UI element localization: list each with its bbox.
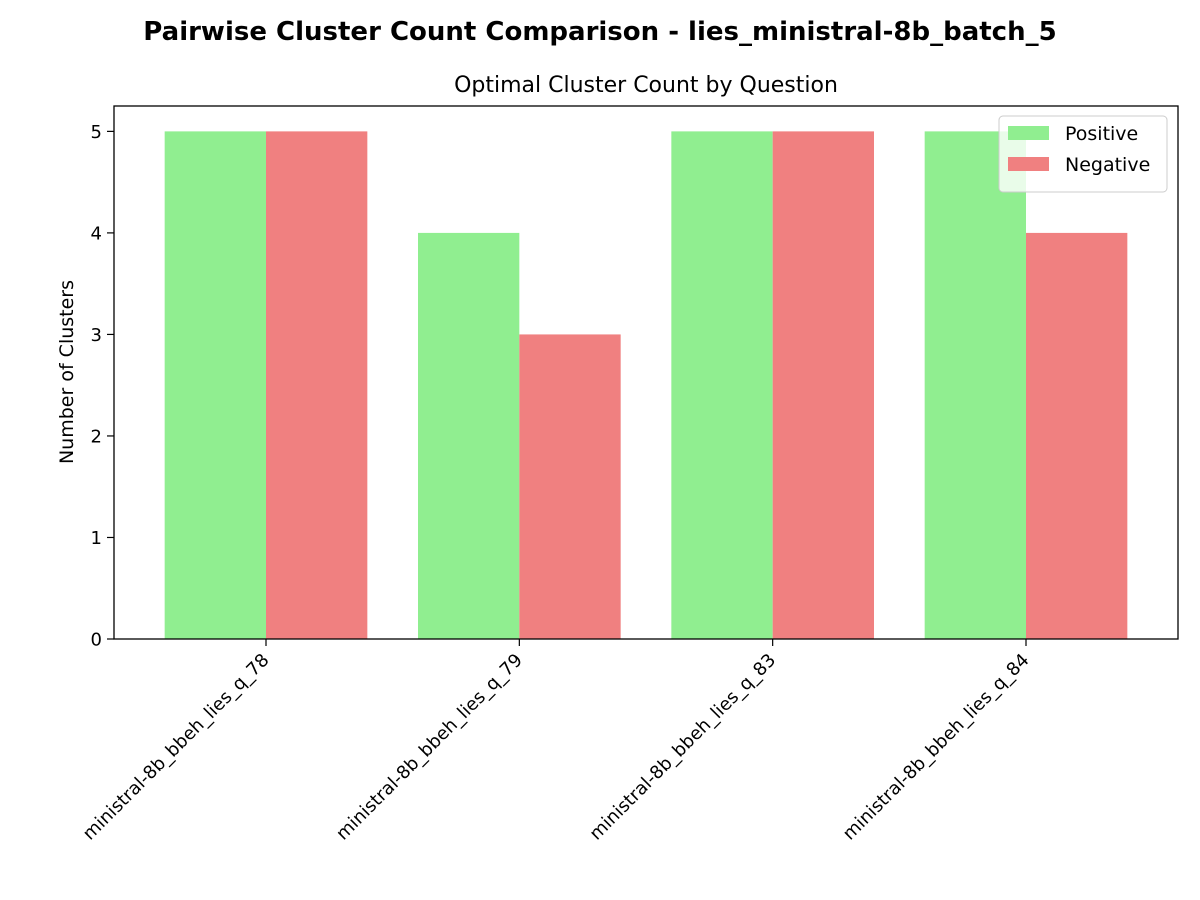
y-tick-label: 0: [91, 630, 102, 651]
bar-positive-2: [418, 232, 520, 639]
x-ticks-group: ministral-8b_bbeh_lies_q_78 ministral-8b_…: [79, 639, 1034, 844]
y-tick-label: 5: [91, 122, 102, 143]
legend-swatch-negative: [1008, 157, 1049, 171]
bar-positive-1: [164, 131, 266, 639]
bar-positive-4: [924, 131, 1026, 639]
y-tick-label: 1: [91, 528, 102, 549]
y-tick-label: 3: [91, 325, 102, 346]
legend-swatch-positive: [1008, 126, 1049, 140]
legend-label-negative: Negative: [1065, 154, 1150, 176]
bars-group: [164, 131, 1128, 639]
y-tick-label: 2: [91, 426, 102, 447]
bar-negative-2: [519, 334, 621, 639]
x-tick-label: ministral-8b_bbeh_lies_q_78: [79, 650, 274, 845]
bar-negative-1: [266, 131, 368, 639]
bar-negative-4: [1026, 232, 1128, 639]
bar-positive-3: [671, 131, 773, 639]
plot-frame: [113, 105, 1179, 640]
y-tick-label: 4: [91, 223, 102, 244]
x-tick-label: ministral-8b_bbeh_lies_q_83: [586, 650, 781, 845]
legend-label-positive: Positive: [1065, 123, 1138, 145]
chart-suptitle: Pairwise Cluster Count Comparison - lies…: [143, 17, 1056, 47]
bar-negative-3: [772, 131, 874, 639]
y-ticks-group: 0 1 2 3 4 5: [91, 122, 114, 651]
x-tick-label: ministral-8b_bbeh_lies_q_84: [839, 650, 1034, 845]
chart-title: Optimal Cluster Count by Question: [454, 73, 838, 98]
legend: Positive Negative: [998, 115, 1168, 193]
x-tick-label: ministral-8b_bbeh_lies_q_79: [332, 650, 527, 845]
y-axis-label: Number of Clusters: [56, 280, 78, 464]
